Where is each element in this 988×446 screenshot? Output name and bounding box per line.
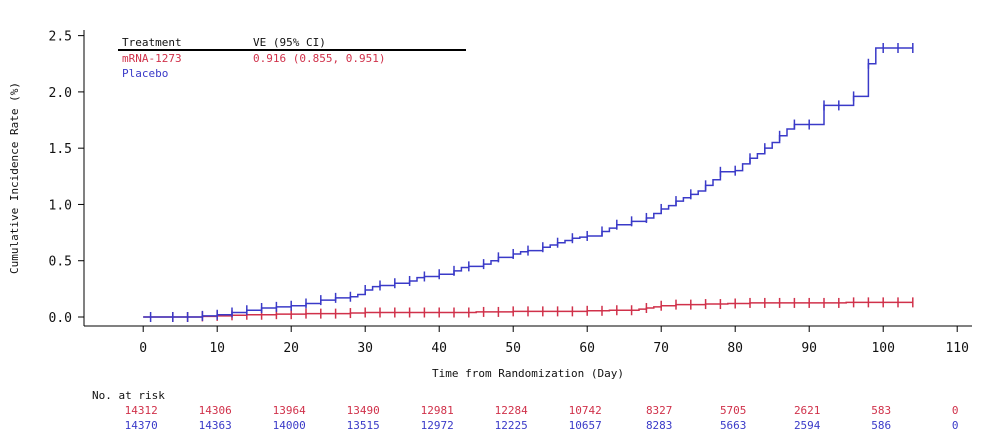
risk-cell: 2621	[794, 404, 821, 417]
y-tick-label: 0.0	[49, 311, 72, 326]
risk-cell: 5705	[720, 404, 747, 417]
risk-cell: 8283	[646, 419, 673, 432]
risk-cell: 586	[871, 419, 891, 432]
risk-cell: 13964	[273, 404, 306, 417]
legend: Treatment VE (95% CI) mRNA-1273 0.916 (0…	[118, 36, 466, 80]
risk-table-rows: 14312 14306 13964 13490 12981 12284 10742 8327 5…	[125, 404, 959, 432]
risk-cell: 14312	[125, 404, 158, 417]
risk-cell: 14000	[273, 419, 306, 432]
legend-entry-placebo: Placebo	[122, 67, 168, 80]
risk-cell: 5663	[720, 419, 747, 432]
risk-cell: 2594	[794, 419, 821, 432]
x-tick-label: 110	[945, 341, 968, 356]
x-tick-label: 10	[209, 341, 225, 356]
axes: 0.0 0.5 1.0 1.5 2.0 2.5 0 10 20 30 40 50 60 70 80 90 10…	[8, 30, 972, 380]
risk-table-title: No. at risk	[92, 389, 165, 402]
risk-row-mrna-1273: 14312 14306 13964 13490 12981 12284 10742 8327 5…	[125, 404, 959, 417]
censor-marks-mrna-1273	[172, 297, 914, 322]
risk-cell: 12981	[421, 404, 454, 417]
legend-header-treatment: Treatment	[122, 36, 182, 49]
risk-cell: 12972	[421, 419, 454, 432]
x-tick-label: 90	[801, 341, 817, 356]
risk-row-placebo: 14370 14363 14000 13515 12972 12225 10657 8283 5…	[125, 419, 959, 432]
x-tick-label: 80	[727, 341, 743, 356]
y-tick-label: 2.5	[49, 30, 72, 45]
risk-cell: 583	[871, 404, 891, 417]
x-axis-title: Time from Randomization (Day)	[432, 367, 624, 380]
risk-cell: 14370	[125, 419, 158, 432]
risk-cell: 0	[952, 419, 959, 432]
risk-cell: 14363	[199, 419, 232, 432]
risk-cell: 12284	[495, 404, 528, 417]
risk-cell: 13490	[347, 404, 380, 417]
legend-header-ve: VE (95% CI)	[253, 36, 326, 49]
censor-marks-placebo	[149, 43, 914, 322]
risk-cell: 14306	[199, 404, 232, 417]
x-tick-label: 100	[871, 341, 894, 356]
risk-cell: 10657	[569, 419, 602, 432]
x-tick-label: 0	[139, 341, 147, 356]
x-tick-label: 70	[653, 341, 669, 356]
y-tick-label: 1.5	[49, 142, 72, 157]
y-tick-label: 0.5	[49, 255, 72, 270]
y-tick-label: 1.0	[49, 198, 72, 213]
risk-cell: 0	[952, 404, 959, 417]
x-axis-ticks: 0 10 20 30 40 50 60 70 80 90 100 110	[139, 326, 969, 356]
y-tick-label: 2.0	[49, 86, 72, 101]
risk-cell: 12225	[495, 419, 528, 432]
y-axis-title: Cumulative Incidence Rate (%)	[8, 82, 21, 274]
legend-entry-mrna-1273: mRNA-1273	[122, 52, 182, 65]
y-axis-ticks: 0.0 0.5 1.0 1.5 2.0 2.5	[49, 30, 84, 326]
risk-cell: 10742	[569, 404, 602, 417]
series-layer	[143, 43, 914, 322]
x-tick-label: 30	[357, 341, 373, 356]
x-tick-label: 40	[431, 341, 447, 356]
legend-entry-mrna-1273-ve: 0.916 (0.855, 0.951)	[253, 52, 385, 65]
x-tick-label: 60	[579, 341, 595, 356]
risk-cell: 13515	[347, 419, 380, 432]
risk-cell: 8327	[646, 404, 673, 417]
series-line-placebo	[143, 47, 913, 318]
x-tick-label: 20	[283, 341, 299, 356]
risk-table: No. at risk 14312 14306 13964 13490 12981 122…	[92, 389, 959, 432]
x-tick-label: 50	[505, 341, 521, 356]
